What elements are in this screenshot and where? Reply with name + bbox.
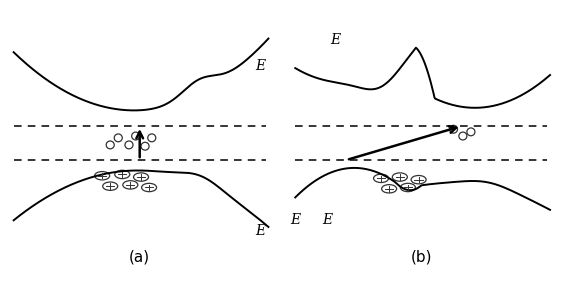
Text: E: E	[290, 213, 300, 227]
Text: E: E	[255, 59, 265, 73]
Text: E: E	[330, 33, 341, 47]
Text: (a): (a)	[129, 249, 150, 264]
Text: E: E	[323, 213, 333, 227]
Text: (b): (b)	[411, 249, 432, 264]
Text: E: E	[255, 224, 265, 238]
